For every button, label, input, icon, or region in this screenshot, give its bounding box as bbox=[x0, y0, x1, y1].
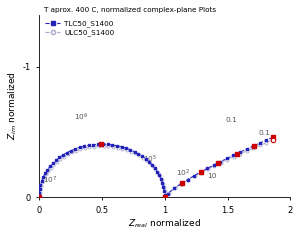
Y-axis label: $Z_{im}$ normalized: $Z_{im}$ normalized bbox=[7, 72, 20, 141]
Text: 10$^6$: 10$^6$ bbox=[74, 112, 88, 123]
X-axis label: $Z_{real}$ normalized: $Z_{real}$ normalized bbox=[128, 218, 201, 230]
Text: 0.1: 0.1 bbox=[225, 117, 237, 123]
Text: 10$^5$: 10$^5$ bbox=[143, 154, 158, 165]
Text: T aprox. 400 C, normalized complex-plane Plots: T aprox. 400 C, normalized complex-plane… bbox=[44, 7, 216, 13]
Text: 10: 10 bbox=[207, 173, 217, 179]
Legend: TLC50_S1400, ULC50_S1400: TLC50_S1400, ULC50_S1400 bbox=[42, 18, 116, 38]
Text: 10$^2$: 10$^2$ bbox=[176, 168, 190, 179]
Text: 10$^7$: 10$^7$ bbox=[43, 174, 57, 186]
Text: 0.1: 0.1 bbox=[259, 130, 271, 136]
